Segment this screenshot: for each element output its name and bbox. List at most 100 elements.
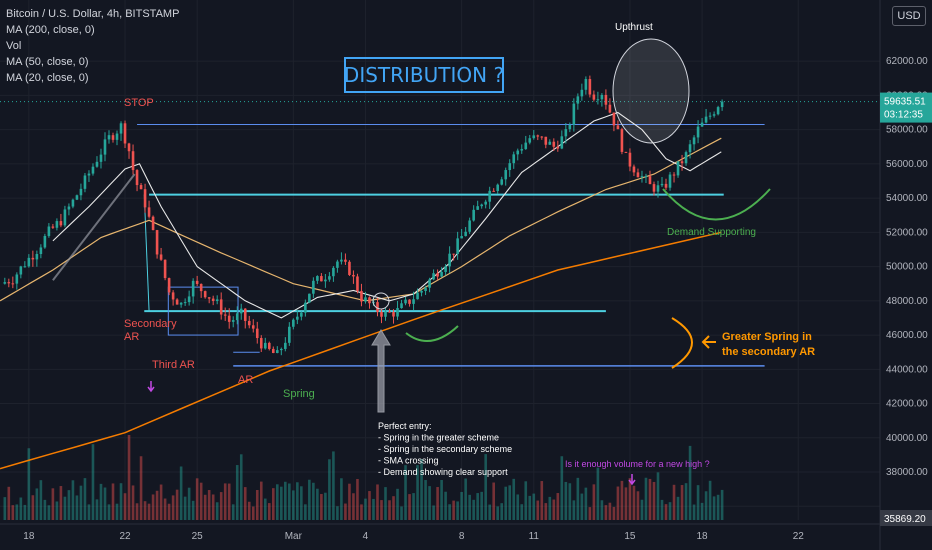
volume-bar [400, 506, 403, 520]
time-tick-label: 15 [624, 531, 636, 542]
candle-body [468, 220, 471, 232]
volume-bar [392, 496, 395, 520]
legend-ma20[interactable]: MA (20, close, 0) [6, 72, 89, 84]
candle-body [672, 174, 676, 176]
volume-bar [372, 498, 375, 520]
last-price-label: 59635.51 [884, 97, 926, 108]
candle-body [512, 154, 516, 164]
candle-body [227, 315, 231, 322]
candle-body [696, 126, 700, 138]
candle-body [211, 298, 215, 301]
time-tick-label: Mar [285, 531, 303, 542]
volume-bar [51, 488, 55, 520]
volume-bar [684, 483, 688, 520]
volume-bar [520, 504, 524, 520]
ma20-line [52, 111, 722, 319]
candle-body [35, 253, 39, 260]
candle-body [271, 348, 275, 354]
volume-bar [300, 486, 303, 520]
candle-body [536, 135, 540, 137]
candle-body [436, 273, 439, 277]
volume-bar [328, 459, 331, 520]
candle-body [95, 161, 99, 167]
volume-bar [576, 477, 580, 520]
volume-bar [183, 496, 187, 520]
candle-body [580, 89, 584, 97]
volume-bar [131, 485, 135, 520]
legend-ma50[interactable]: MA (50, close, 0) [6, 56, 89, 68]
candle-body [235, 313, 239, 321]
volume-bar [23, 504, 27, 520]
volume-bar [340, 478, 343, 520]
candle-body [239, 308, 243, 314]
candle-body [336, 261, 339, 268]
volume-bar [708, 480, 712, 520]
volume-bar [263, 498, 267, 520]
volume-bar [280, 486, 283, 520]
candle-body [624, 151, 628, 153]
volume-bar [143, 501, 147, 520]
candle-body [548, 141, 552, 145]
price-tick-label: 42000.00 [886, 399, 928, 410]
candle-body [267, 342, 271, 349]
candle-body [183, 302, 187, 304]
candle-body [644, 176, 648, 178]
volume-bar [187, 487, 191, 520]
candle-body [592, 94, 596, 100]
volume-bar [628, 478, 632, 520]
volume-bar [292, 490, 295, 520]
candle-body [440, 271, 443, 277]
volume-bar [712, 496, 716, 520]
volume-bar [584, 487, 588, 520]
volume-bar [664, 504, 668, 520]
volume-bar [219, 492, 223, 520]
candle-body [135, 170, 139, 186]
currency-button[interactable]: USD [892, 6, 926, 26]
candles [3, 75, 724, 356]
legend-vol[interactable]: Vol [6, 40, 22, 52]
candle-body [496, 184, 500, 192]
time-tick-label: 18 [23, 531, 35, 542]
candle-body [207, 297, 211, 299]
last-price-tag [880, 92, 932, 123]
volume-bar [175, 489, 179, 520]
volume-bar [271, 488, 275, 520]
candle-body [167, 278, 171, 293]
candle-body [720, 101, 724, 108]
volume-bar [512, 478, 516, 520]
candle-body [420, 290, 423, 293]
candle-body [27, 257, 31, 267]
candle-body [276, 350, 279, 354]
price-tick-label: 52000.00 [886, 227, 928, 238]
legend-ma200[interactable]: MA (200, close, 0) [6, 24, 95, 36]
small-demand-curve [405, 325, 459, 342]
legend-title[interactable]: Bitcoin / U.S. Dollar, 4h, BITSTAMP [6, 8, 180, 20]
volume-bar [484, 454, 487, 520]
volume-bar [500, 503, 504, 520]
volume-bar [231, 504, 235, 520]
candle-body [392, 312, 395, 317]
candle-body [7, 282, 11, 284]
volume-bar [652, 481, 656, 520]
volume-bar [656, 472, 660, 520]
volume-bar [428, 486, 431, 520]
candle-body [500, 179, 504, 185]
volume-bar [524, 481, 528, 520]
candle-body [99, 154, 103, 162]
candle-body [11, 283, 15, 285]
candle-body [620, 129, 624, 152]
volume-bar [388, 500, 391, 520]
volume-bar [284, 481, 287, 520]
candle-body [155, 230, 159, 255]
perfect-entry-line: - SMA crossing [378, 456, 439, 466]
volume-bar [408, 494, 411, 520]
volume-bar [15, 504, 19, 520]
volume-bar [636, 491, 640, 520]
price-tick-label: 58000.00 [886, 125, 928, 136]
volume-bar [348, 483, 351, 520]
volume-bar [504, 486, 508, 520]
stop-label: STOP [124, 97, 154, 109]
ma200-line [0, 231, 722, 470]
